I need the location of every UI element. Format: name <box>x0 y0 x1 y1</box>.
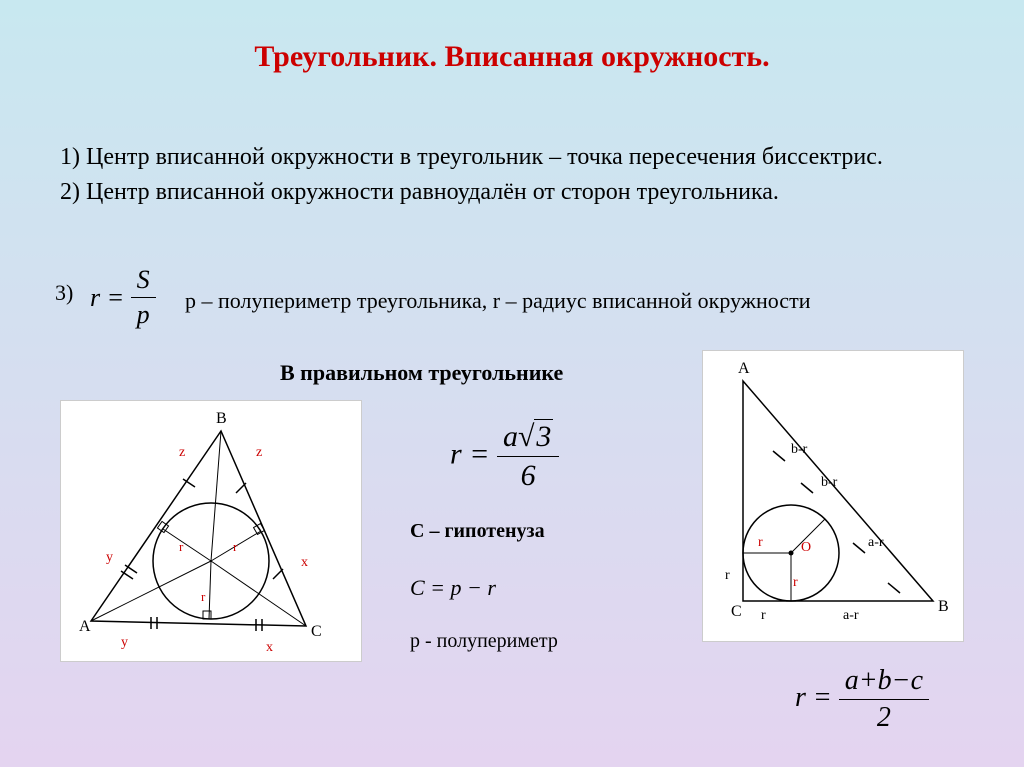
label-r1: r <box>179 539 184 554</box>
label-r-inner2: r <box>758 535 763 550</box>
label-br2: b-r <box>821 475 838 490</box>
subtitle-equilateral: В правильном треугольнике <box>280 360 563 386</box>
denominator: p <box>131 298 156 330</box>
line-to-a <box>91 561 211 621</box>
label-z2: z <box>256 445 262 460</box>
sqrt-arg: 3 <box>534 419 553 453</box>
right-triangle <box>743 381 933 601</box>
label-r-left: r <box>725 568 730 583</box>
label-o: O <box>801 540 811 555</box>
p-semiperimeter-label: p - полупериметр <box>410 630 558 653</box>
label-r-bottom: r <box>761 608 766 623</box>
radius-ac <box>209 561 211 619</box>
fraction: S p <box>131 265 156 330</box>
slide-root: Треугольник. Вписанная окружность. 1) Це… <box>0 0 1024 767</box>
label-x2: x <box>266 640 273 655</box>
label-r2: r <box>233 539 238 554</box>
label-ar1: a-r <box>868 535 884 550</box>
diagram1-svg: A B C z z y y x x r r r <box>61 401 361 661</box>
label-r-inner: r <box>793 575 798 590</box>
c-hypotenuse-label: С – гипотенуза <box>410 520 545 543</box>
label-a: A <box>738 360 750 377</box>
equals-sign: = <box>107 283 125 312</box>
denominator: 6 <box>497 457 559 493</box>
var-r: r <box>795 682 806 713</box>
diagram2-svg: A B C O r r r r b-r b-r a-r a-r <box>703 351 963 641</box>
point-1: 1) Центр вписанной окружности в треуголь… <box>60 140 964 175</box>
label-b: B <box>938 598 949 615</box>
numerator: a√3 <box>497 420 559 457</box>
fraction: a+b−c 2 <box>839 665 929 734</box>
formula-lhs: r = <box>90 283 124 313</box>
body-text: 1) Центр вписанной окружности в треуголь… <box>60 140 964 210</box>
hyp-ticks <box>773 451 900 593</box>
label-ar2: a-r <box>843 608 859 623</box>
formula-r-abc: r = a+b−c 2 <box>795 665 929 734</box>
point-3-label: 3) <box>55 280 73 306</box>
equals-sign: = <box>469 437 489 470</box>
diagram-inscribed-bisectors: A B C z z y y x x r r r <box>60 400 362 662</box>
var-r: r <box>450 437 462 470</box>
fraction: a√3 6 <box>497 420 559 493</box>
var-a: a <box>503 420 518 453</box>
label-b: B <box>216 410 227 427</box>
line-to-b <box>211 431 221 561</box>
formula-equilateral-r: r = a√3 6 <box>450 420 559 493</box>
denominator: 2 <box>839 700 929 734</box>
formula-c-p-r: C = p − r <box>410 575 496 601</box>
numerator: S <box>131 265 156 298</box>
radius-ab <box>163 529 211 561</box>
equals-sign: = <box>813 682 832 713</box>
label-br1: b-r <box>791 442 808 457</box>
label-x1: x <box>301 555 308 570</box>
label-c: C <box>311 623 322 640</box>
label-a: A <box>79 618 91 635</box>
label-c: C <box>731 603 742 620</box>
numerator: a+b−c <box>839 665 929 700</box>
formula-r-s-p: r = S p <box>90 265 156 330</box>
var-r: r <box>90 283 100 312</box>
label-y2: y <box>121 635 128 650</box>
point-2: 2) Центр вписанной окружности равноудалё… <box>60 175 964 210</box>
label-z1: z <box>179 445 185 460</box>
triangle <box>91 431 306 626</box>
slide-title: Треугольник. Вписанная окружность. <box>0 40 1024 74</box>
label-r3: r <box>201 589 206 604</box>
point-3-text: p – полупериметр треугольника, r – радиу… <box>185 288 810 314</box>
diagram-right-triangle: A B C O r r r r b-r b-r a-r a-r <box>702 350 964 642</box>
label-y1: y <box>106 550 113 565</box>
